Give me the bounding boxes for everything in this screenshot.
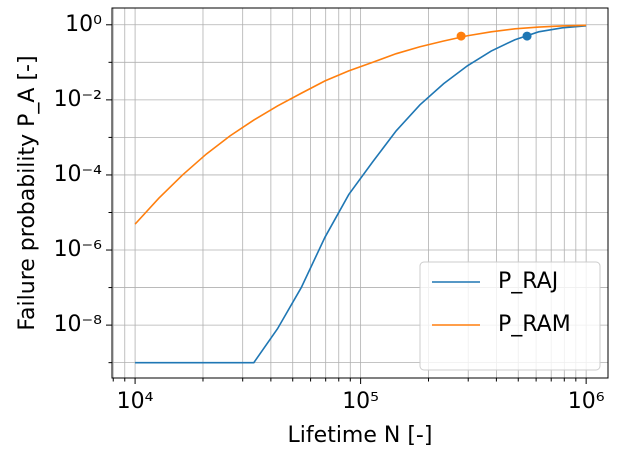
legend-label: P_RAM	[498, 312, 571, 337]
plot-frame	[111, 7, 609, 379]
x-tick-label: 10⁴	[117, 389, 154, 414]
x-tick-label: 10⁵	[342, 389, 379, 414]
marker	[522, 31, 532, 41]
y-axis-label: Failure probability P_A [-]	[15, 55, 40, 330]
legend-label: P_RAJ	[498, 269, 558, 294]
line	[134, 24, 587, 225]
y-tick-label: 10⁻⁶	[54, 237, 103, 262]
line	[135, 24, 587, 364]
legend-box	[419, 261, 601, 371]
y-tick-label: 10⁻⁴	[54, 162, 103, 187]
x-tick-label: 10⁶	[568, 389, 605, 414]
y-tick-label: 10⁻²	[54, 87, 102, 112]
x-axis-label: Lifetime N [-]	[288, 423, 433, 448]
y-tick-label: 10⁻⁸	[54, 312, 103, 337]
y-tick-label: 10⁰	[65, 12, 102, 37]
marker	[456, 31, 466, 41]
